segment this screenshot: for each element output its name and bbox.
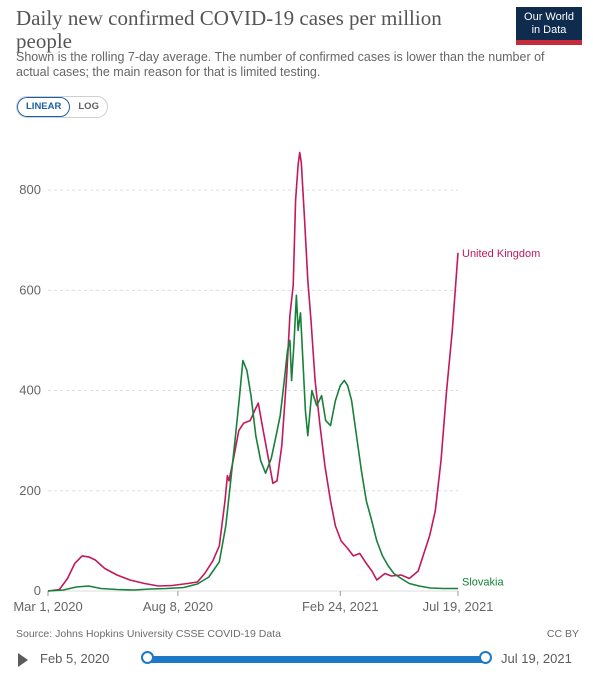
y-tick-label: 200 [19,483,41,498]
grid-layer [48,189,458,592]
y-tick-label: 800 [19,182,41,197]
series-label: Slovakia [462,576,504,588]
y-tick-label: 0 [34,583,41,598]
timeline-start-label: Feb 5, 2020 [40,651,110,666]
timeline-start-handle[interactable] [141,651,154,664]
logo-line-1: Our World [524,11,574,23]
y-axis-ticks: 0 200 400 600 800 [19,182,41,598]
x-tick-label: Mar 1, 2020 [13,599,82,614]
source-note[interactable]: Source: Johns Hopkins University CSSE CO… [16,628,281,640]
series-line [47,151,459,592]
logo-line-2: in Data [531,24,567,36]
linear-scale-button[interactable]: LINEAR [17,97,71,117]
series-label: United Kingdom [462,248,540,260]
log-scale-button[interactable]: LOG [78,101,99,112]
x-tick-label: Feb 24, 2021 [302,599,379,614]
series-layer [47,151,459,592]
scale-toggle: LINEAR LOG [16,96,108,118]
play-icon[interactable] [18,653,28,667]
x-tick-label: Jul 19, 2021 [423,599,494,614]
owid-logo[interactable]: Our World in Data [516,7,582,45]
line-chart: 0 200 400 600 800 Mar 1, 2020 Aug 8, 2020 Feb … [13,151,540,614]
license-link[interactable]: CC BY [546,628,579,640]
timeline-end-handle[interactable] [479,651,492,664]
y-tick-label: 600 [19,282,41,297]
series-labels: United Kingdom Slovakia [462,248,540,589]
logo-accent-bar [516,40,582,45]
series-line [47,294,458,592]
timeline-control: Feb 5, 2020 Jul 19, 2021 [0,645,593,673]
x-axis-ticks: Mar 1, 2020 Aug 8, 2020 Feb 24, 2021 Jul 19… [13,591,493,614]
timeline-end-label: Jul 19, 2021 [501,651,572,666]
chart-title: Daily new confirmed COVID-19 cases per m… [16,6,442,53]
timeline-track[interactable] [147,656,485,663]
chart-subtitle: Shown is the rolling 7-day average. The … [16,50,545,79]
x-tick-label: Aug 8, 2020 [143,599,213,614]
y-tick-label: 400 [19,383,41,398]
